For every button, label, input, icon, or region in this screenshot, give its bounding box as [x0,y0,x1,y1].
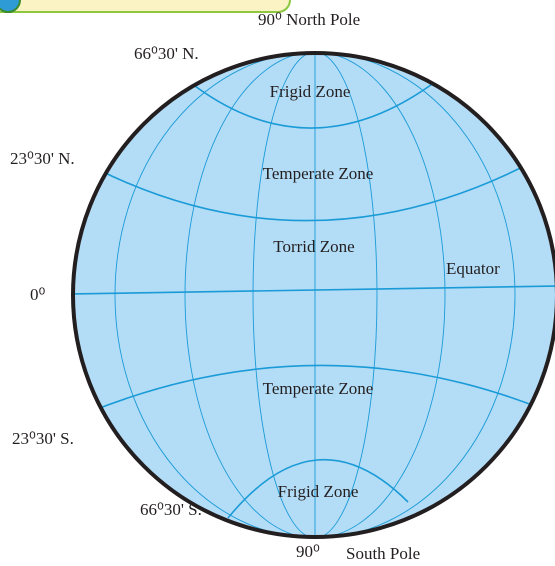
meridian [114,53,516,537]
zone-label: Temperate Zone [263,379,374,398]
label: 23⁰30' S. [12,429,74,448]
zone-label: Torrid Zone [273,237,354,256]
globe-outline [71,51,555,539]
label: South Pole [346,544,420,563]
zone-label: Frigid Zone [270,82,351,101]
meridian [252,53,378,537]
meridian [184,53,446,537]
zone-label: Frigid Zone [278,482,359,501]
tropic-south-line [74,364,551,419]
zone-label: Temperate Zone [263,164,374,183]
equator-line [73,285,555,295]
label: Equator [446,259,500,278]
label: 90⁰ North Pole [258,10,360,29]
label: 66⁰30' N. [134,44,199,63]
antarctic-line [227,458,409,519]
grid [73,53,555,537]
corner-icon [0,0,21,13]
corner-tab [0,0,291,13]
label: 23⁰30' N. [10,149,75,168]
label: 66⁰30' S. [140,500,202,519]
arctic-line [194,81,436,129]
label: 90⁰ [296,542,320,561]
tropic-north-line [94,157,541,222]
label: 0⁰ [30,285,46,304]
globe [73,53,555,537]
